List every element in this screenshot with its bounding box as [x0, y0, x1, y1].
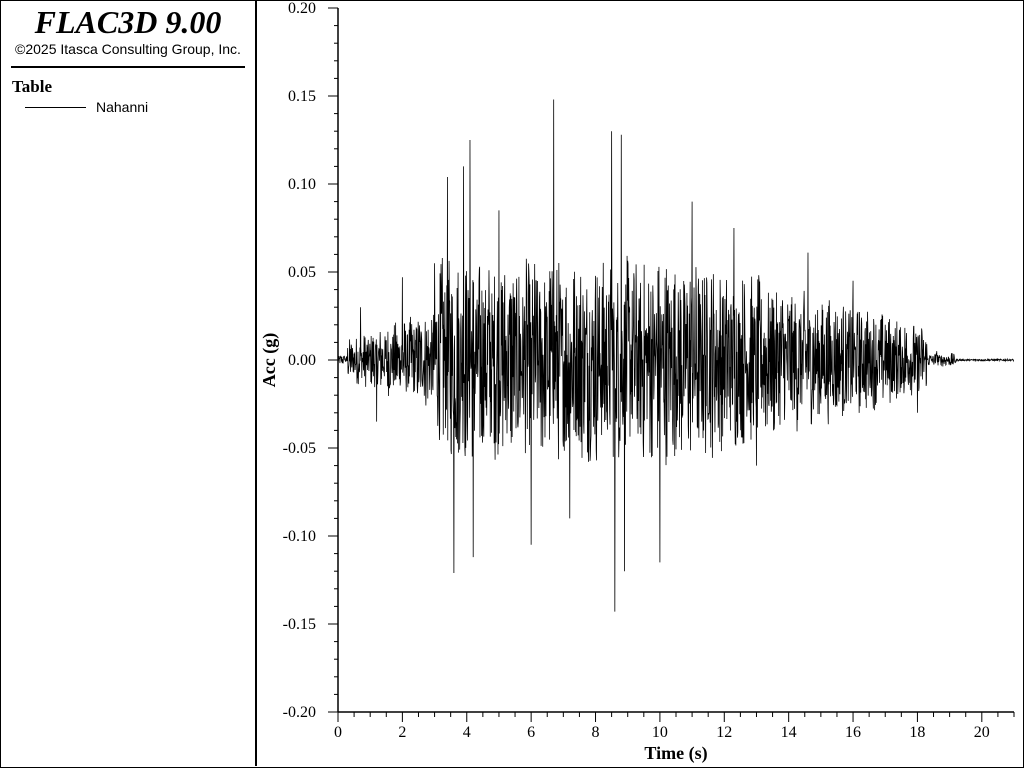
x-tick-label: 8: [592, 724, 600, 741]
y-tick-label: 0.10: [288, 176, 316, 193]
x-tick-label: 12: [716, 724, 732, 741]
y-tick-label: -0.05: [283, 440, 316, 457]
legend-line-swatch: [25, 107, 86, 108]
x-tick-label: 14: [781, 724, 797, 741]
x-tick-label: 0: [334, 724, 342, 741]
x-tick-label: 18: [909, 724, 925, 741]
y-tick-label: 0.05: [288, 264, 316, 281]
series-line-nahanni: [337, 99, 1015, 612]
x-tick-label: 20: [974, 724, 990, 741]
x-tick-label: 4: [463, 724, 471, 741]
x-tick-label: 16: [845, 724, 861, 741]
legend-panel: FLAC3D 9.00 ©2025 Itasca Consulting Grou…: [1, 1, 257, 766]
y-tick-label: 0.15: [288, 88, 316, 105]
y-axis-title: Acc (g): [259, 333, 280, 387]
x-tick-label: 6: [527, 724, 535, 741]
y-tick-label: -0.15: [283, 616, 316, 633]
y-tick-label: -0.20: [283, 704, 316, 721]
x-axis-title: Time (s): [644, 743, 707, 764]
series-nahanni: [337, 99, 1015, 612]
x-tick-label: 2: [398, 724, 406, 741]
tick-labels: 0.20 0.15 0.10 0.05 0.00 -0.05 -0.10 -0.15 -0.20…: [283, 0, 990, 741]
legend-heading: Table: [12, 77, 53, 96]
y-tick-label: 0.20: [288, 0, 316, 17]
y-tick-label: 0.00: [288, 352, 316, 369]
title-divider: [11, 66, 245, 68]
legend-entry-nahanni: Nahanni: [96, 99, 149, 115]
x-tick-label: 10: [652, 724, 668, 741]
y-tick-label: -0.10: [283, 528, 316, 545]
copyright-text: ©2025 Itasca Consulting Group, Inc.: [15, 41, 241, 57]
app-title: FLAC3D 9.00: [34, 4, 222, 40]
